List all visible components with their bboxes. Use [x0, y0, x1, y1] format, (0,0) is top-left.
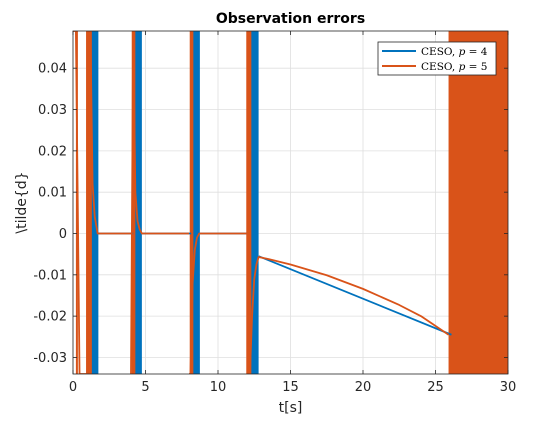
series-p5-line — [73, 31, 131, 374]
series-p5-oscillation-burst — [448, 31, 508, 374]
y-tick-label: -0.03 — [33, 351, 67, 366]
x-tick-label: 15 — [282, 380, 299, 395]
series-p5-line — [189, 232, 247, 374]
x-tick-label: 30 — [500, 380, 517, 395]
y-tick-label: 0.02 — [38, 144, 67, 159]
legend-entry-p5: CESO, p = 5 — [421, 61, 487, 73]
series-p5-oscillation-burst — [131, 31, 136, 374]
legend-entry-p4-tail: = 4 — [465, 46, 487, 58]
x-tick-label: 25 — [427, 380, 444, 395]
y-tick-label: -0.01 — [33, 268, 67, 283]
legend-entry-p5-main: CESO, — [421, 61, 459, 73]
x-tick-label: 0 — [69, 380, 77, 395]
x-axis-label: t[s] — [279, 400, 303, 416]
legend-entry-p5-var: p — [459, 61, 466, 73]
y-tick-label: 0.01 — [38, 186, 67, 201]
y-tick-label: 0.04 — [38, 62, 67, 77]
series-p5-oscillation-burst — [189, 31, 194, 374]
legend-entry-p4: CESO, p = 4 — [421, 46, 488, 58]
y-tick-label: 0.03 — [38, 103, 67, 118]
y-tick-label: -0.02 — [33, 310, 67, 325]
legend-entry-p4-var: p — [459, 46, 466, 58]
legend-entry-p5-tail: = 5 — [465, 61, 487, 73]
x-tick-label: 10 — [210, 380, 227, 395]
series-p4-oscillation-burst — [247, 31, 259, 374]
series-p5-oscillation-burst — [246, 31, 252, 374]
series-p4-oscillation-burst — [191, 31, 200, 374]
chart-title: Observation errors — [216, 11, 365, 27]
x-tick-label: 5 — [141, 380, 149, 395]
tick-layer: 0 5 10 15 20 25 30 -0.03 -0.02 -0.01 0 0.01 0.02 0.03… — [33, 31, 516, 395]
y-axis-label: \tilde{d} — [14, 171, 30, 233]
legend: CESO, p = 4 CESO, p = 5 — [377, 41, 497, 76]
x-tick-label: 20 — [355, 380, 372, 395]
data-layer — [73, 31, 508, 374]
series-p5-line — [247, 256, 450, 374]
legend-entry-p4-main: CESO, — [421, 46, 459, 58]
series-p4-oscillation-burst — [133, 31, 142, 374]
legend-box — [377, 41, 497, 76]
series-p4-line — [258, 255, 452, 336]
series-p5-line — [130, 31, 189, 374]
y-tick-label: 0 — [59, 227, 67, 242]
